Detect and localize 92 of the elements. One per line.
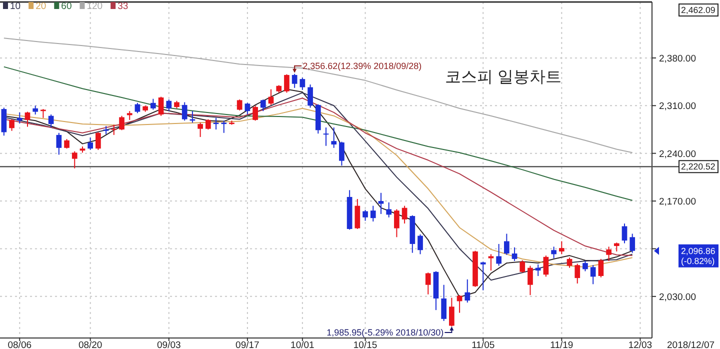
candlestick [119, 115, 124, 131]
legend-label: 60 [61, 1, 72, 12]
candlestick [16, 112, 22, 124]
candlestick [574, 263, 580, 284]
text: 2018/12/07 [667, 340, 715, 349]
ytick-label: 2,380.00 [659, 53, 696, 64]
candlestick [134, 102, 140, 114]
candlestick [582, 260, 588, 272]
candlestick [590, 264, 596, 285]
candlestick [402, 205, 408, 224]
candlestick [362, 209, 368, 222]
candlestick [1, 107, 7, 136]
candlestick [551, 246, 556, 259]
candlestick [284, 74, 290, 94]
legend-label: 10 [10, 1, 21, 12]
candlestick [158, 96, 164, 116]
candlestick [566, 257, 572, 268]
xtick-label: 08/06 [8, 340, 32, 349]
candlestick [308, 84, 313, 108]
candlestick [488, 254, 494, 272]
candlestick [323, 126, 329, 146]
xtick-label: 10/01 [290, 340, 314, 349]
candlestick [213, 117, 219, 130]
candlestick [370, 205, 376, 222]
price-box: 2,096.86 (-0.82%) [678, 244, 718, 268]
candlestick [236, 99, 242, 111]
candlestick [535, 264, 541, 276]
xtick-label: 11/19 [550, 340, 574, 349]
candlestick [88, 137, 94, 150]
xtick-label: 09/03 [157, 340, 181, 349]
arrow-note-low: 1,985.95(-5.29% 2018/10/30) [326, 326, 454, 338]
candlestick [24, 111, 30, 128]
xtick-label: 11/05 [472, 340, 495, 349]
candlestick [300, 77, 306, 90]
title: 코스피 일봉차트 [445, 69, 562, 86]
candlestick [464, 278, 470, 304]
ytick-label: 2,240.00 [659, 148, 696, 160]
candlestick [166, 99, 172, 112]
candlestick [543, 255, 549, 278]
candlestick [292, 73, 298, 88]
candlestick [520, 260, 526, 274]
ref-line-label: 2,220.52 [681, 162, 716, 172]
candlestick [394, 208, 400, 238]
max-box: 2,462.09 [678, 4, 718, 16]
xtick-label: 12/03 [628, 340, 652, 349]
candlestick [64, 138, 70, 150]
candlestick [56, 132, 62, 156]
candlestick [111, 124, 117, 136]
candlestick [150, 98, 156, 110]
candlestick [378, 192, 384, 214]
annotation: 2,356.62(12.39% 2018/09/28) [302, 60, 422, 71]
xtick-label: 10/15 [353, 340, 378, 349]
ytick-label: 2,310.00 [659, 101, 696, 112]
candlestick [598, 258, 604, 278]
candlestick [512, 246, 518, 262]
xtick-label: 08/20 [78, 340, 102, 349]
candlestick [418, 234, 423, 255]
candlestick [354, 198, 360, 230]
candlestick [630, 233, 636, 254]
candlestick [72, 150, 78, 169]
candlestick [260, 99, 266, 112]
candlestick [558, 240, 564, 255]
candlestick [339, 141, 344, 166]
candlestick [441, 284, 446, 322]
legend-label: 33 [118, 1, 128, 12]
candlestick [606, 246, 612, 262]
candlestick [244, 102, 250, 115]
candlestick [480, 261, 486, 291]
candlestick [528, 265, 533, 296]
candlestick [198, 122, 203, 138]
ytick-label: 2,170.00 [659, 196, 696, 208]
legend-label: 20 [36, 1, 46, 12]
legend-label: 120 [86, 1, 103, 12]
candlestick [252, 105, 258, 122]
ref-label: 2,220.52 [678, 160, 718, 174]
candlestick [221, 120, 227, 134]
xtick-label: 09/17 [236, 340, 260, 349]
candlestick [496, 243, 502, 266]
line-series [3, 38, 633, 154]
candlestick [182, 102, 188, 122]
ytick-label: 2,030.00 [659, 292, 696, 303]
candlestick [9, 118, 14, 132]
arrow-note-high: 2,356.62(12.39% 2018/09/28) [292, 60, 422, 73]
candlestick [206, 118, 211, 130]
candlestick [504, 233, 510, 256]
candlestick [48, 114, 54, 128]
candlestick [386, 202, 392, 218]
candlestick [622, 223, 628, 244]
candlestick [425, 272, 431, 295]
annotation: 1,985.95(-5.29% 2018/10/30) [326, 327, 444, 338]
candlestick [96, 132, 101, 150]
candlestick [331, 126, 337, 148]
